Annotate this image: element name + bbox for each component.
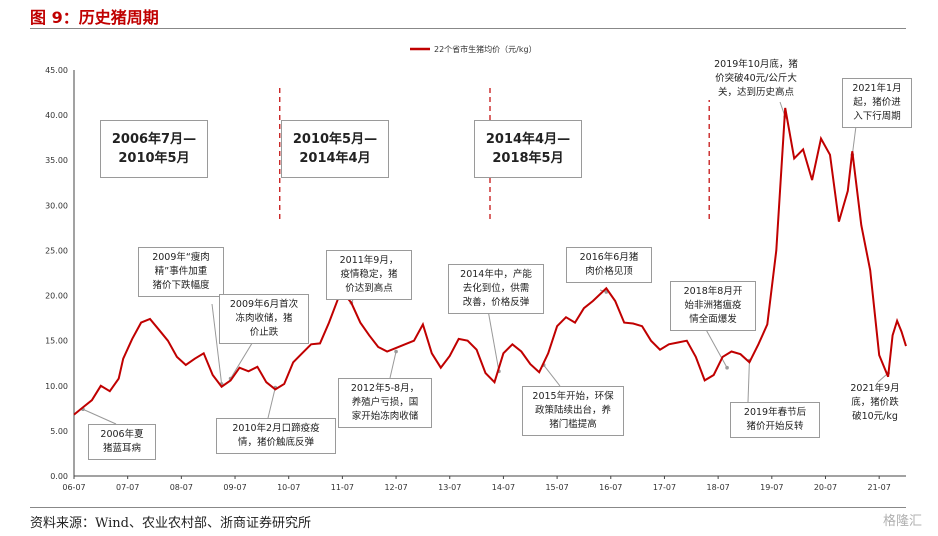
annotation-arrow [851, 125, 857, 155]
y-tick-label: 30.00 [45, 201, 68, 210]
x-tick-label: 08-07 [170, 483, 193, 492]
series-line-hog-price [73, 107, 907, 416]
annotation-arrow [543, 364, 561, 387]
chart-legend: 22个省市生猪均价（元/kg） [410, 44, 537, 54]
annotation-arrow [82, 408, 117, 425]
legend-label: 22个省市生猪均价（元/kg） [434, 44, 537, 54]
annotation-2021-downturn: 2021年1月 起，猪价进 入下行周期 [842, 78, 912, 128]
x-tick-label: 18-07 [707, 483, 730, 492]
x-tick-label: 07-07 [116, 483, 139, 492]
y-tick-label: 35.00 [45, 156, 68, 165]
x-tick-label: 06-07 [62, 483, 85, 492]
y-tick-label: 10.00 [45, 382, 68, 391]
x-tick-label: 15-07 [545, 483, 568, 492]
x-tick-label: 10-07 [277, 483, 300, 492]
x-tick-label: 14-07 [492, 483, 515, 492]
annotation-2016-top: 2016年6月猪 肉价格见顶 [566, 247, 652, 283]
x-tick-label: 19-07 [760, 483, 783, 492]
period-box-2006-2010: 2006年7月— 2010年5月 [100, 120, 208, 178]
top-divider [30, 28, 906, 29]
chart-axes: 0.00 5.00 10.00 15.00 20.00 25.00 30.00 35.00 40… [45, 66, 906, 492]
annotation-arrow [747, 360, 750, 403]
annotation-2019-reversal: 2019年春节后 猪价开始反转 [730, 402, 820, 438]
x-tick-label: 12-07 [384, 483, 407, 492]
annotation-arrow [703, 325, 728, 368]
y-tick-label: 45.00 [45, 66, 68, 75]
annotation-2019-record-high: 2019年10月底，猪 价突破40元/公斤大 关，达到历史高点 [706, 58, 806, 100]
x-tick-label: 16-07 [599, 483, 622, 492]
x-tick-label: 20-07 [814, 483, 837, 492]
annotation-2018-asf: 2018年8月开 始非洲猪瘟疫 情全面爆发 [670, 281, 756, 331]
x-tick-label: 09-07 [223, 483, 246, 492]
annotation-arrow-head [725, 365, 729, 370]
annotation-2021-below-10: 2021年9月 底，猪价跌 破10元/kg [843, 382, 907, 424]
y-tick-label: 40.00 [45, 111, 68, 120]
y-tick-label: 15.00 [45, 337, 68, 346]
y-tick-label: 0.00 [50, 472, 68, 481]
annotation-2015-environment: 2015年开始，环保 政策陆续出台，养 猪门槛提高 [522, 386, 624, 436]
annotation-arrow [487, 309, 500, 372]
y-tick-label: 20.00 [45, 292, 68, 301]
annotation-arrow [267, 387, 276, 419]
annotation-2009-clenbuterol: 2009年“瘦肉 精”事件加重 猪价下跌幅度 [138, 247, 224, 297]
annotation-arrow-head [394, 349, 398, 354]
watermark-logo: 格隆汇 [882, 514, 922, 529]
figure-title: 图 9：历史猪周期 [30, 8, 159, 27]
annotation-2014-rebound: 2014年中，产能 去化到位，供需 改善，价格反弹 [448, 264, 544, 314]
annotation-2011-peak: 2011年9月， 疫情稳定，猪 价达到高点 [326, 250, 412, 300]
x-tick-label: 11-07 [331, 483, 354, 492]
period-box-2014-2018: 2014年4月— 2018年5月 [474, 120, 582, 178]
annotation-arrow [389, 351, 397, 379]
annotation-2006-blue-ear: 2006年夏 猪蓝耳病 [88, 424, 156, 460]
annotation-arrow [211, 303, 223, 385]
annotation-2012-loss: 2012年5-8月， 养殖户亏损，国 家开始冻肉收储 [338, 378, 432, 428]
annotation-arrow [230, 339, 255, 379]
x-tick-label: 21-07 [868, 483, 891, 492]
period-box-2010-2014: 2010年5月— 2014年4月 [281, 120, 389, 178]
source-note: 资料来源：Wind、农业农村部、浙商证券研究所 [30, 516, 311, 531]
y-tick-label: 5.00 [50, 427, 68, 436]
x-tick-label: 17-07 [653, 483, 676, 492]
annotation-2009-frozen-reserve: 2009年6月首次 冻肉收储，猪 价止跌 [219, 294, 309, 344]
y-tick-label: 25.00 [45, 246, 68, 255]
annotation-2010-fmd: 2010年2月口蹄疫疫 情，猪价触底反弹 [216, 418, 336, 454]
bottom-divider [30, 507, 906, 508]
x-tick-label: 13-07 [438, 483, 461, 492]
